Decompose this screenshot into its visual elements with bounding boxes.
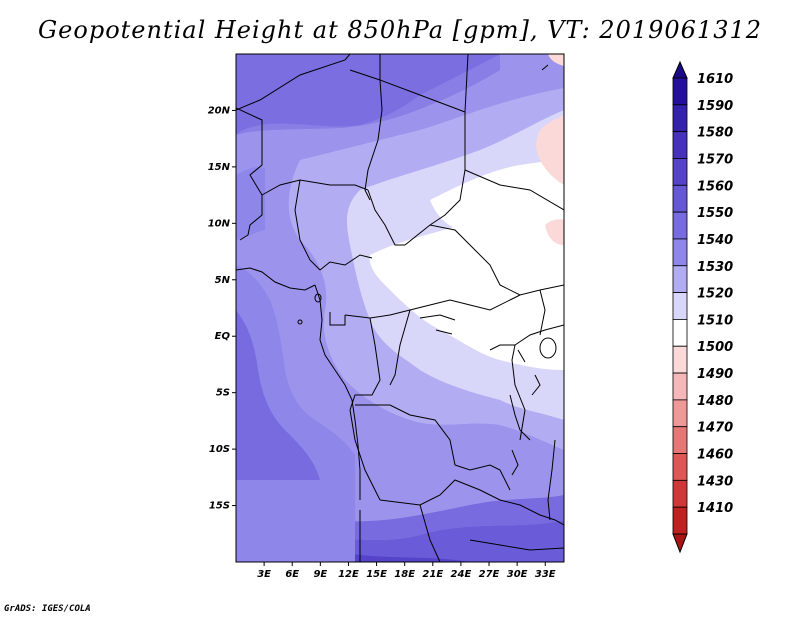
software-credit: GrADS: IGES/COLA (4, 604, 91, 614)
height-field (236, 54, 564, 562)
colorbar-label: 1510 (697, 313, 733, 328)
lon-tick-label: 21E (422, 569, 443, 580)
colorbar-swatch (672, 479, 688, 508)
colorbar-label: 1430 (697, 474, 733, 489)
colorbar-swatch (672, 426, 688, 454)
colorbar-swatch (672, 104, 688, 133)
colorbar-label: 1410 (697, 501, 733, 516)
colorbar-label: 1570 (697, 152, 733, 167)
country-borders (236, 54, 564, 562)
lat-tick-label: 15S (209, 501, 230, 512)
colorbar-swatch (672, 184, 688, 213)
lon-tick-label: 33E (535, 569, 556, 580)
lon-tick-label: 27E (479, 569, 500, 580)
colorbar-swatch (672, 399, 688, 428)
lon-tick-label: 6E (285, 569, 299, 580)
lon-tick-label: 15E (366, 569, 387, 580)
longitude-ticks: 3E 6E 9E 12E 15E 18E 21E 24E 27E 30E 33E (257, 562, 556, 580)
colorbar-swatch (672, 319, 688, 347)
lon-tick-label: 18E (394, 569, 415, 580)
colorbar-swatch (672, 238, 688, 267)
lon-tick-label: 30E (507, 569, 528, 580)
colorbar-label: 1520 (697, 287, 733, 302)
colorbar-swatch (672, 453, 688, 481)
map-title: Geopotential Height at 850hPa [gpm], VT:… (38, 16, 762, 44)
lon-tick-label: 9E (313, 569, 327, 580)
colorbar-label: 1530 (697, 260, 733, 275)
colorbar-label: 1610 (697, 72, 733, 87)
lat-tick-label: 15N (208, 162, 231, 173)
lat-tick-label: 5N (215, 275, 231, 286)
lat-tick-label: 10S (209, 444, 230, 455)
colorbar-label: 1590 (697, 99, 733, 114)
lon-tick-label: 24E (451, 569, 472, 580)
colorbar-label: 1490 (697, 367, 733, 382)
lat-tick-label: EQ (215, 331, 231, 342)
colorbar-swatch (672, 292, 688, 320)
colorbar-top-arrow (672, 60, 688, 79)
colorbar-label: 1500 (697, 340, 733, 355)
lakes-and-islands (297, 64, 557, 396)
colorbar-label: 1550 (697, 206, 733, 221)
colorbar-swatch (672, 372, 688, 401)
lat-tick-label: 20N (208, 105, 231, 116)
colorbar-label: 1540 (697, 233, 733, 248)
colorbar-swatch (672, 77, 688, 106)
colorbar: 1610 1590 1580 1570 1560 1550 1540 1530 1520 1510… (672, 60, 733, 554)
colorbar-label: 1460 (697, 448, 733, 463)
lon-tick-label: 3E (257, 569, 271, 580)
colorbar-label: 1580 (697, 126, 733, 141)
colorbar-swatch (672, 211, 688, 240)
colorbar-swatch (672, 131, 688, 159)
lon-tick-label: 12E (338, 569, 359, 580)
colorbar-label: 1480 (697, 394, 733, 409)
map-frame (235, 53, 565, 563)
colorbar-swatch (672, 158, 688, 186)
lat-tick-label: 10N (208, 218, 231, 229)
colorbar-swatch (672, 345, 688, 374)
colorbar-label: 1470 (697, 421, 733, 436)
lat-tick-label: 5S (216, 388, 230, 399)
latitude-ticks: 20N 15N 10N 5N EQ 5S 10S 15S (208, 105, 236, 512)
colorbar-swatch (672, 506, 688, 535)
colorbar-swatch (672, 265, 688, 293)
colorbar-label: 1560 (697, 179, 733, 194)
colorbar-bottom-arrow (672, 533, 688, 554)
